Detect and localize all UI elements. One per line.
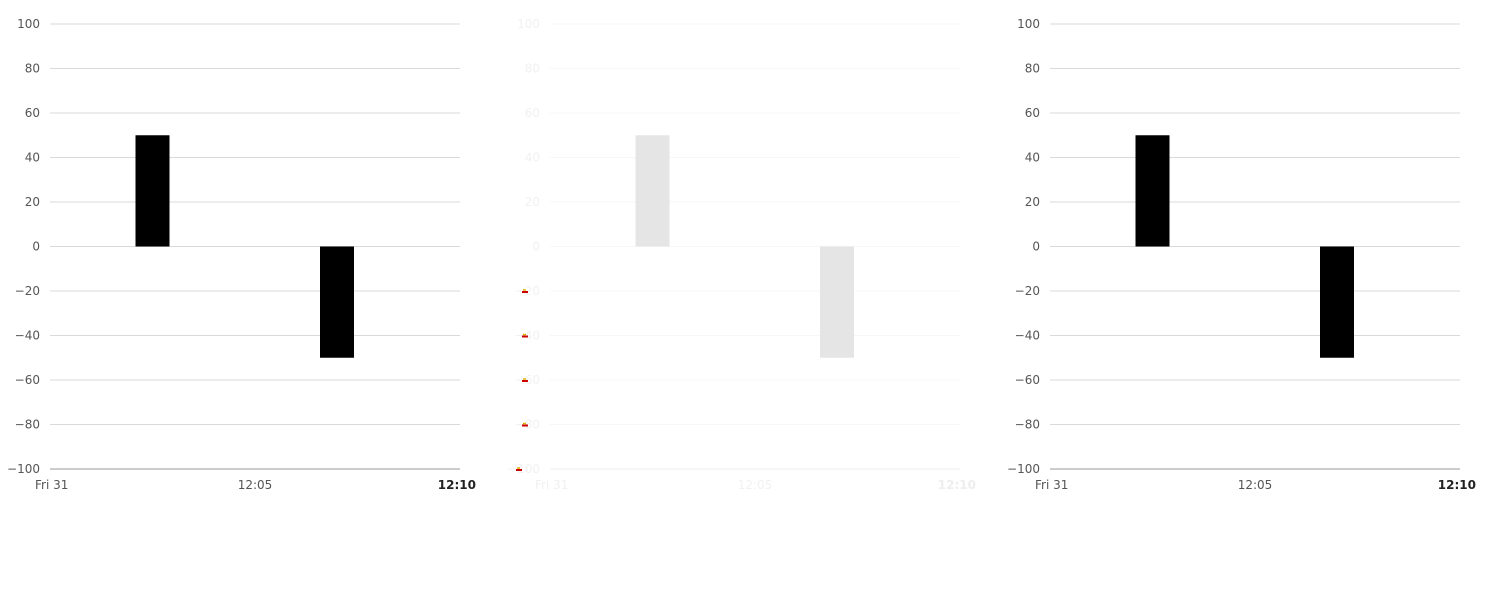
y-tick-label: 40 (25, 151, 40, 165)
x-tick-label: 12:05 (1238, 478, 1273, 492)
y-tick-label: 100 (517, 17, 540, 31)
x-tick-label: 12:10 (438, 478, 476, 492)
y-tick-label: −60 (15, 373, 40, 387)
chart-svg: 100 80 60 40 20 0 −20 −40 −60 −80 −100 Fri 31 12:05 1… (7, 17, 476, 492)
y-tick-label: 0 (32, 240, 40, 254)
y-tick-label: −60 (1015, 373, 1040, 387)
y-tick-label: 80 (25, 62, 40, 76)
x-tick-label: Fri 31 (35, 478, 68, 492)
y-tick-label: −100 (7, 462, 40, 476)
bar (635, 135, 670, 247)
y-tick-label: 40 (525, 151, 540, 165)
y-tick-label: −100 (507, 462, 540, 476)
y-tick-label: −20 (15, 284, 40, 298)
bar-chart-left: 100 80 60 40 20 0 −20 −40 −60 −80 −100 Fri 31 12:05 1… (0, 0, 500, 600)
y-tick-label: 0 (532, 240, 540, 254)
bar (320, 246, 354, 358)
y-tick-label: 80 (1025, 62, 1040, 76)
x-tick-label: Fri 31 (535, 478, 568, 492)
y-tick-label: 60 (525, 106, 540, 120)
y-tick-label: 60 (25, 106, 40, 120)
y-tick-label: −100 (1007, 462, 1040, 476)
y-tick-label: −40 (15, 329, 40, 343)
y-tick-label: 80 (525, 62, 540, 76)
bar-chart-right: 100 80 60 40 20 0 −20 −40 −60 −80 −100 Fri 31 12:05 1… (1000, 0, 1500, 600)
y-tick-label: −20 (1015, 284, 1040, 298)
y-tick-label: −80 (15, 418, 40, 432)
bar (1135, 135, 1170, 247)
y-tick-label: −40 (1015, 329, 1040, 343)
bar (820, 246, 854, 358)
bar (1320, 246, 1354, 358)
y-tick-label: 20 (525, 195, 540, 209)
y-tick-label: 100 (17, 17, 40, 31)
y-tick-label: 60 (1025, 106, 1040, 120)
x-tick-label: 12:10 (938, 478, 976, 492)
x-tick-label: 12:05 (238, 478, 273, 492)
y-tick-label: 20 (1025, 195, 1040, 209)
chart-svg: 100 80 60 40 20 0 −20 −40 −60 −80 −100 Fri 31 12:05 1… (1007, 17, 1476, 492)
bar (135, 135, 170, 247)
y-tick-label: 20 (25, 195, 40, 209)
y-tick-label: 40 (1025, 151, 1040, 165)
y-tick-label: 0 (1032, 240, 1040, 254)
x-tick-label: 12:10 (1438, 478, 1476, 492)
y-tick-label: 100 (1017, 17, 1040, 31)
x-tick-label: 12:05 (738, 478, 773, 492)
x-tick-label: Fri 31 (1035, 478, 1068, 492)
y-tick-label: −80 (1015, 418, 1040, 432)
